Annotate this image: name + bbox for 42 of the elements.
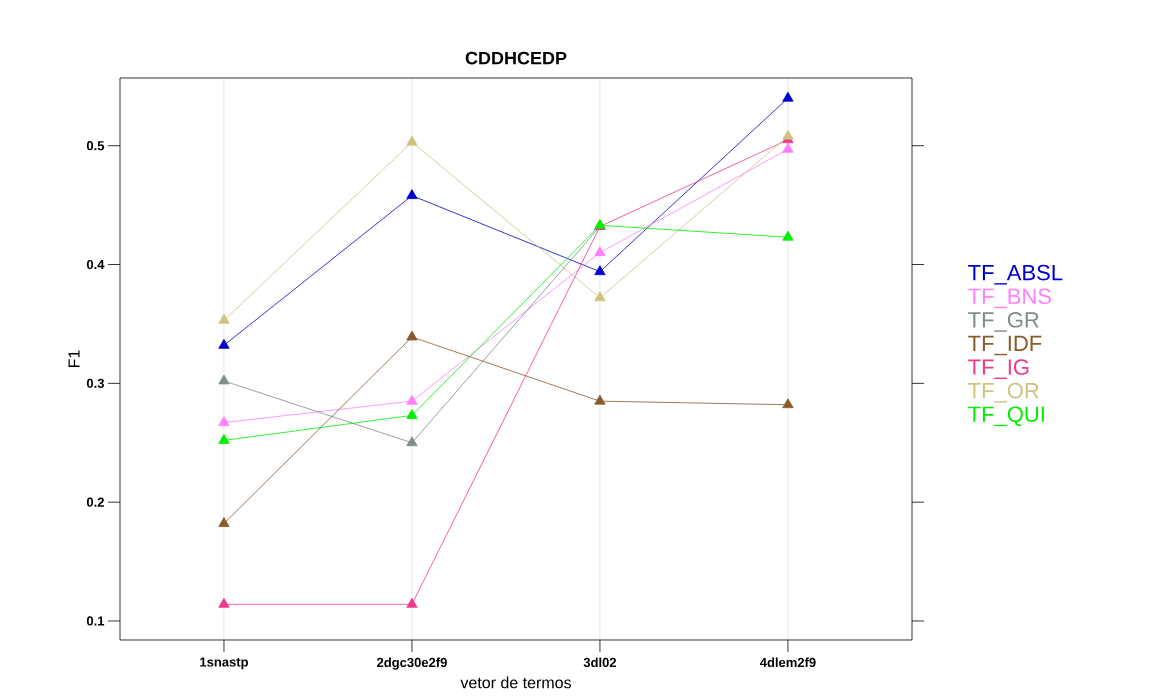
point <box>406 597 418 608</box>
x-tick-label: 2dgc30e2f9 <box>377 657 447 670</box>
text: TF_IG <box>968 359 1029 379</box>
y-axis-title: F1 <box>68 350 80 367</box>
point <box>782 398 794 409</box>
point <box>218 416 230 426</box>
point <box>218 313 230 324</box>
point <box>406 394 418 405</box>
x-tick-label: 4dlem2f9 <box>759 657 816 668</box>
text: TF_BNS <box>968 288 1051 309</box>
chart-title: CDDHCEDP <box>465 51 567 65</box>
point <box>406 135 418 146</box>
point <box>782 91 794 102</box>
point <box>218 433 230 444</box>
text: TF_ABSL <box>968 264 1063 285</box>
text: TF_IDF <box>968 335 1042 356</box>
point <box>218 338 230 349</box>
point <box>218 597 230 608</box>
y-tick-label: 0.1 <box>86 616 105 626</box>
text: TF_QUI <box>968 406 1044 427</box>
point <box>782 230 794 241</box>
y-tick-label: 0.3 <box>86 378 104 388</box>
point <box>594 394 606 405</box>
point <box>406 409 418 419</box>
text: TF_OR <box>968 382 1039 403</box>
x-axis-title: vetor de termos <box>460 676 571 689</box>
y-tick-label: 0.5 <box>86 141 105 151</box>
point <box>594 291 606 302</box>
x-tick-label: 1snastp <box>200 657 248 670</box>
point <box>594 265 606 276</box>
point <box>218 517 230 527</box>
point <box>406 330 418 341</box>
point <box>406 436 418 447</box>
text: TF_GR <box>968 312 1039 332</box>
x-tick-label: 3dl02 <box>583 657 617 668</box>
y-tick-label: 0.2 <box>86 497 104 507</box>
point <box>594 246 606 257</box>
point <box>406 189 418 200</box>
point <box>218 374 230 385</box>
y-tick-label: 0.4 <box>86 259 105 270</box>
point <box>782 142 794 153</box>
point <box>782 129 794 140</box>
